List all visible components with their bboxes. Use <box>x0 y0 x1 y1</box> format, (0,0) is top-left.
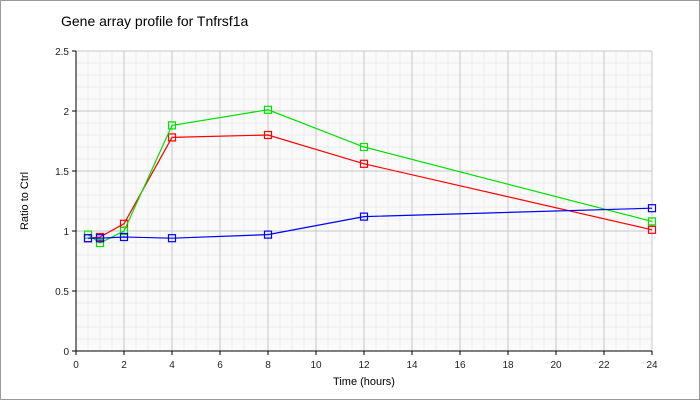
data-point-marker <box>119 232 129 242</box>
x-tick-label: 22 <box>598 360 610 371</box>
data-point-marker <box>167 133 177 142</box>
series-blue <box>83 204 657 243</box>
data-point-marker <box>263 230 273 239</box>
y-tick-label: 1 <box>63 227 69 238</box>
y-tick-label: 2.5 <box>55 47 69 58</box>
x-tick-label: 16 <box>454 360 466 371</box>
x-tick-label: 8 <box>265 360 271 371</box>
y-tick-label: 2 <box>63 107 69 118</box>
series-line-blue <box>88 207 653 239</box>
data-point-marker <box>263 130 273 140</box>
x-tick-label: 2 <box>121 360 127 371</box>
x-tick-label: 20 <box>550 360 562 371</box>
x-tick-label: 4 <box>169 360 175 371</box>
series-line-green <box>87 109 653 244</box>
data-point-marker <box>263 105 273 114</box>
data-point-marker <box>119 226 129 236</box>
data-point-marker <box>359 142 369 152</box>
data-point-marker <box>647 225 657 234</box>
data-point-marker <box>359 212 369 221</box>
x-tick-label: 0 <box>73 360 79 371</box>
series-green <box>83 105 657 248</box>
data-point-marker <box>167 234 177 243</box>
y-tick-label: 1.5 <box>55 167 69 178</box>
data-point-marker <box>647 217 657 226</box>
x-tick-label: 12 <box>358 360 370 371</box>
x-tick-label: 14 <box>406 360 418 371</box>
x-tick-label: 6 <box>217 360 223 371</box>
x-tick-label: 10 <box>310 360 322 371</box>
x-tick-label: 24 <box>646 360 658 371</box>
data-point-marker <box>95 238 105 248</box>
data-point-marker <box>95 234 105 243</box>
data-point-marker <box>359 159 369 168</box>
y-tick-label: 0.5 <box>55 287 69 298</box>
y-tick-label: 0 <box>63 347 69 358</box>
y-axis-label: Ratio to Ctrl <box>19 172 31 230</box>
x-tick-label: 18 <box>502 360 514 371</box>
data-point-marker <box>647 204 657 213</box>
data-point-marker <box>83 234 93 243</box>
x-axis-label: Time (hours) <box>333 376 395 388</box>
data-point-marker <box>167 121 177 130</box>
chart-title: Gene array profile for Tnfrsf1a <box>61 13 248 29</box>
series-line-red <box>87 134 653 239</box>
